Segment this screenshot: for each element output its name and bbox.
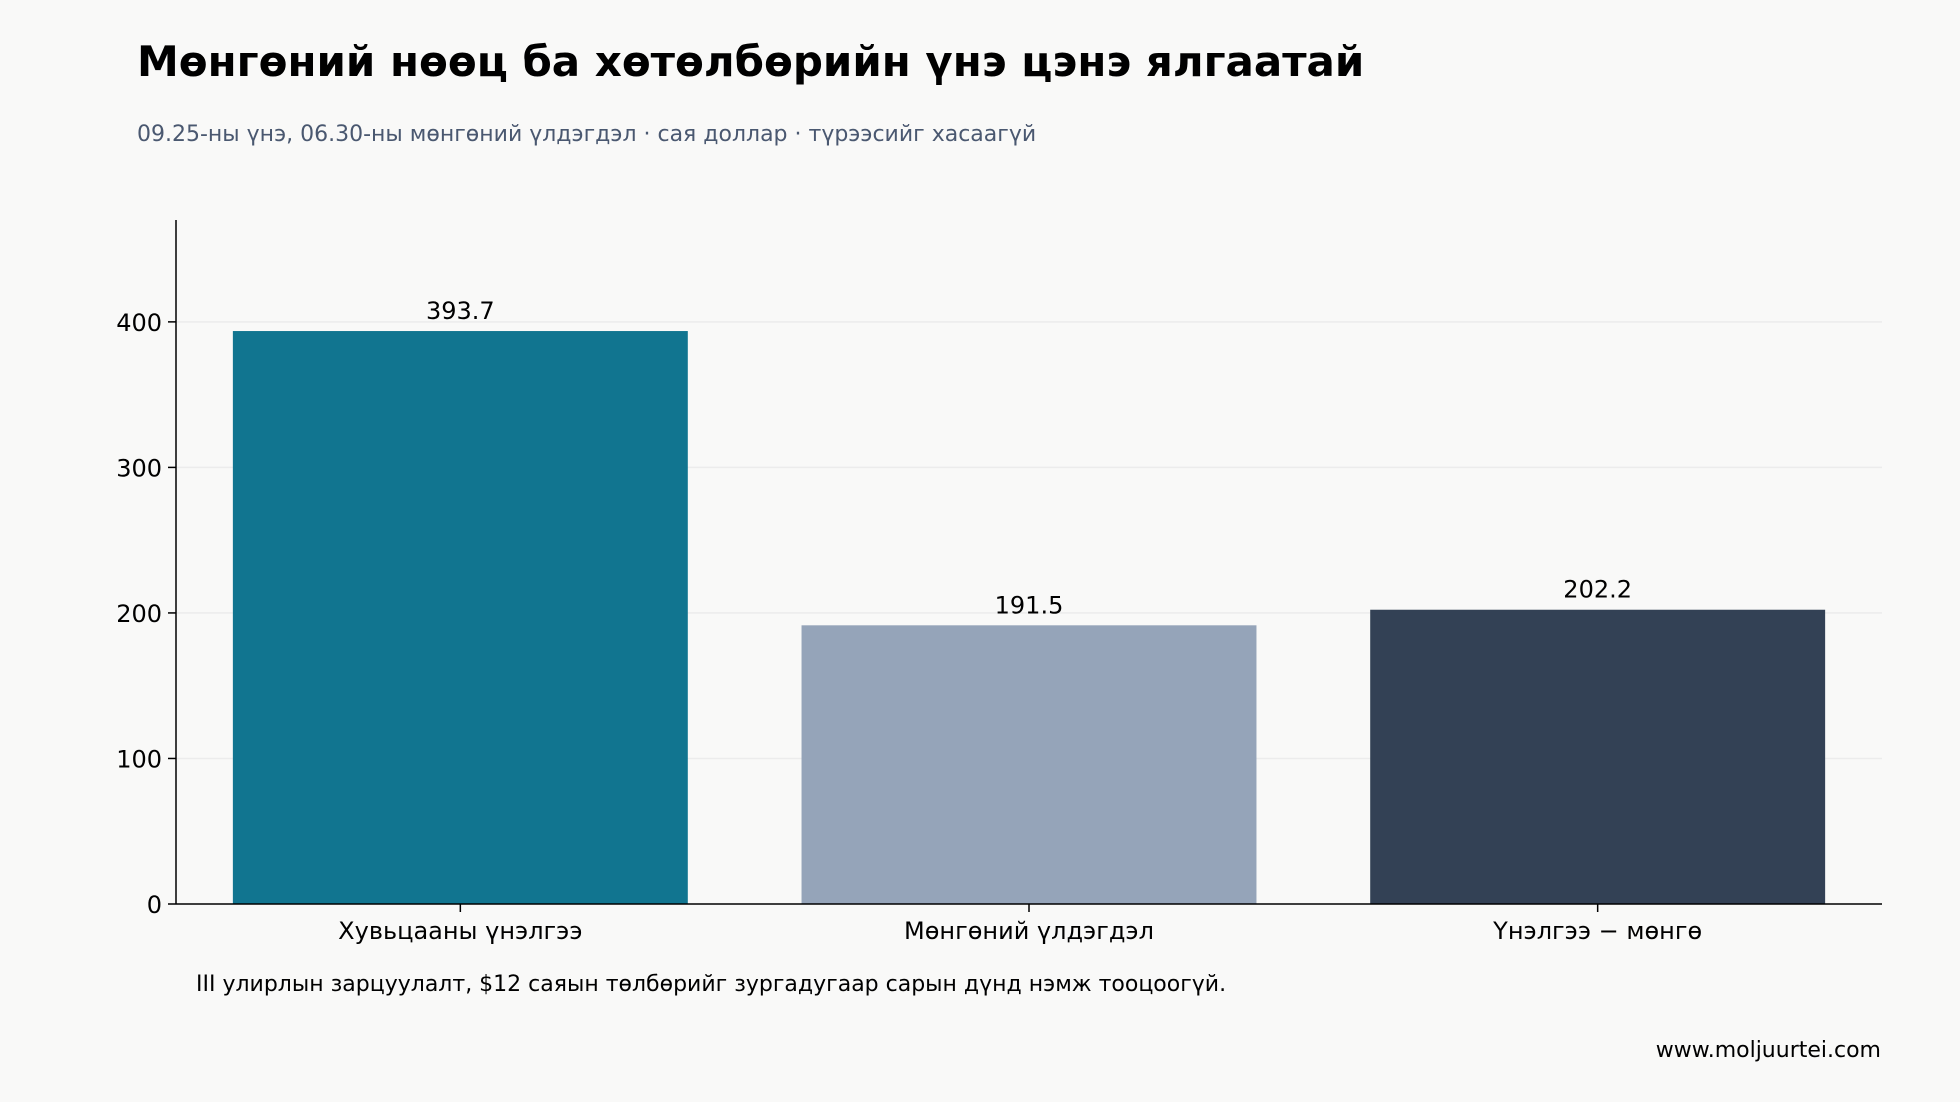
bar-value-label: 191.5 bbox=[995, 591, 1064, 619]
chart-subtitle: 09.25-ны үнэ, 06.30-ны мөнгөний үлдэгдэл… bbox=[137, 122, 1037, 147]
y-tick-label: 0 bbox=[147, 891, 162, 919]
bar-value-label: 202.2 bbox=[1563, 576, 1632, 604]
bar bbox=[801, 625, 1257, 904]
bar bbox=[1370, 609, 1826, 904]
footnote: III улирлын зарцуулалт, $12 саяын төлбөр… bbox=[196, 972, 1227, 997]
y-tick-label: 400 bbox=[116, 309, 162, 337]
bar bbox=[232, 331, 688, 904]
bar-value-label: 393.7 bbox=[426, 297, 495, 325]
y-tick-label: 300 bbox=[116, 454, 162, 482]
y-tick-label: 200 bbox=[116, 600, 162, 628]
x-tick-label: Хувьцааны үнэлгээ bbox=[338, 917, 582, 945]
source-url: www.moljuurtei.com bbox=[1655, 1038, 1881, 1063]
x-tick-label: Мөнгөний үлдэгдэл bbox=[904, 917, 1154, 945]
chart-title: Мөнгөний нөөц ба хөтөлбөрийн үнэ цэнэ ял… bbox=[137, 37, 1365, 86]
y-tick-label: 100 bbox=[116, 745, 162, 773]
x-tick-label: Үнэлгээ − мөнгө bbox=[1492, 917, 1702, 945]
